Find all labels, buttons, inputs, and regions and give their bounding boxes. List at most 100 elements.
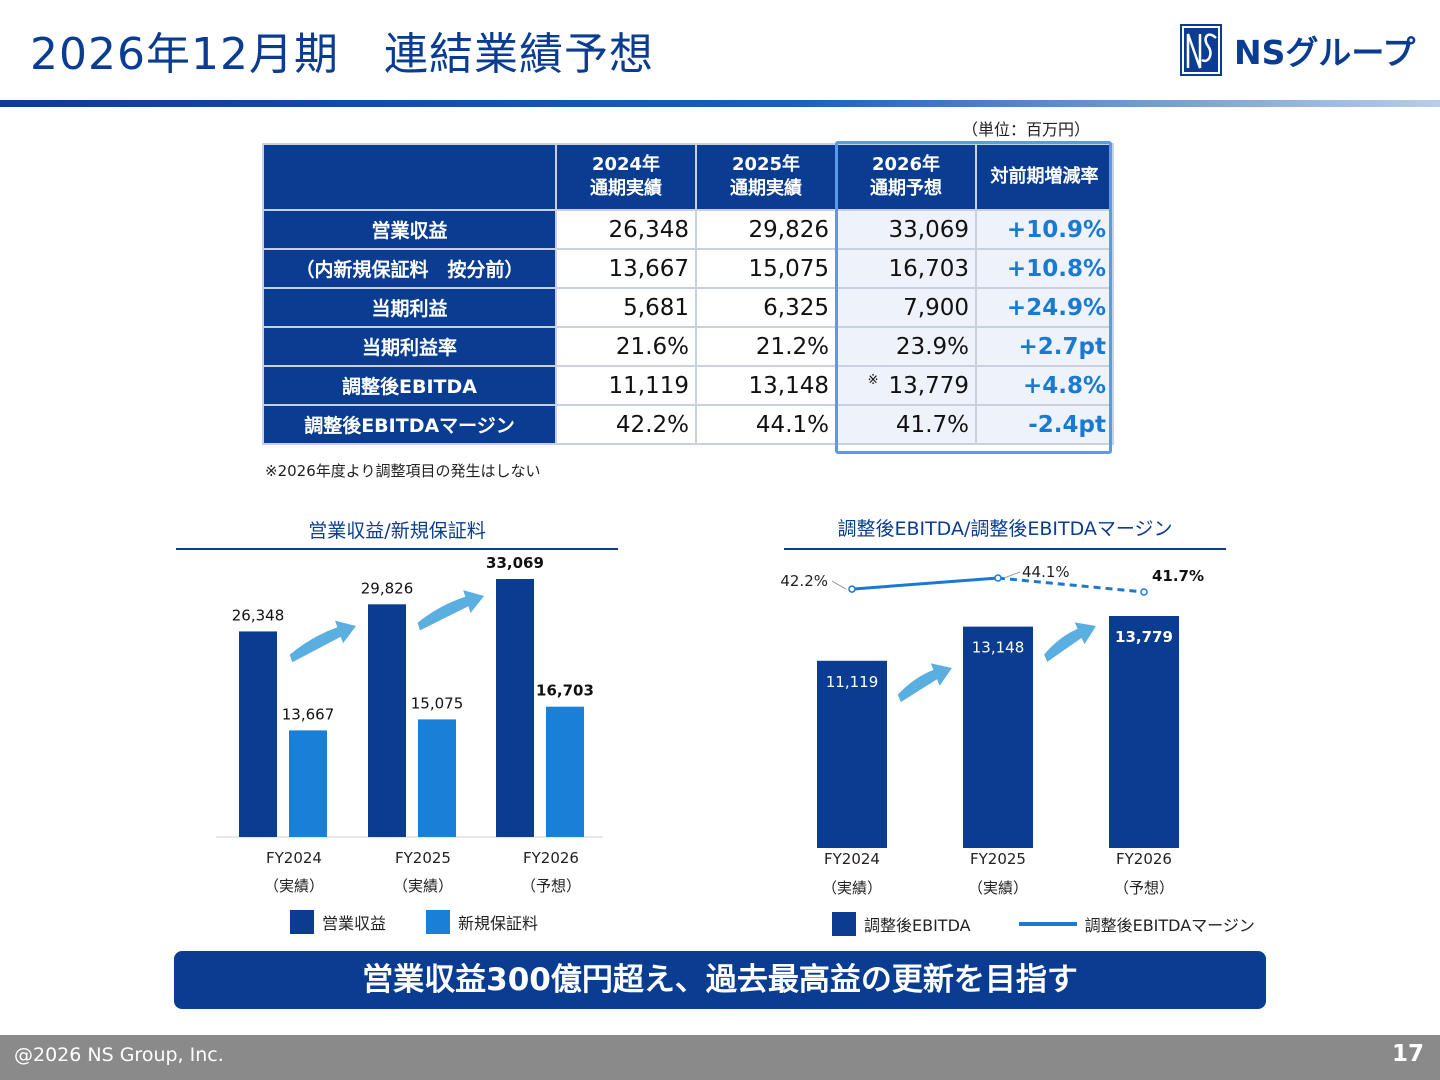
row-label: 営業収益 <box>262 209 557 250</box>
data-label-guarantee: 16,703 <box>536 682 594 700</box>
copyright: @2026 NS Group, Inc. <box>14 1044 224 1066</box>
change-cell: +10.9% <box>975 209 1114 250</box>
legend-swatch-guarantee <box>426 910 451 934</box>
bar-ebitda <box>817 660 887 848</box>
change-cell: +2.7pt <box>975 326 1114 367</box>
row-label: 調整後EBITDAマージン <box>262 404 557 445</box>
legend-label-revenue: 営業収益 <box>322 914 387 933</box>
bar-revenue <box>368 604 406 837</box>
financial-table: 2024年 通期実績 2025年 通期実績 2026年 通期予想 対前期増減率 営業収… <box>262 143 1114 445</box>
value-cell: 21.2% <box>695 326 837 367</box>
data-label-ebitda: 13,779 <box>1115 628 1173 646</box>
legend-label-margin: 調整後EBITDAマージン <box>1084 916 1255 935</box>
value-cell: 29,826 <box>695 209 837 250</box>
value-cell: 6,325 <box>695 287 837 328</box>
forecast-cell: ※ 13,779 <box>835 365 977 406</box>
value-cell: 21.6% <box>555 326 697 367</box>
table-row: 当期利益 5,681 6,325 7,900 +24.9% <box>262 287 1114 328</box>
value-cell: 44.1% <box>695 404 837 445</box>
table-row: （内新規保証料 按分前） 13,667 15,075 16,703 +10.8% <box>262 248 1114 289</box>
revenue-chart: 26,348 13,667 FY2024 （実績） 29,826 15,075 FY2025… <box>216 554 603 895</box>
category-sublabel: （実績） <box>822 879 882 897</box>
table-row: 調整後EBITDA 11,119 13,148 ※ 13,779 +4.8% <box>262 365 1114 406</box>
chart1-title-rule <box>176 548 618 550</box>
value-cell: 13,667 <box>555 248 697 289</box>
forecast-cell: 33,069 <box>835 209 977 250</box>
growth-arrow-icon <box>289 620 356 663</box>
growth-arrow-icon <box>1044 622 1096 662</box>
value-cell: 42.2% <box>555 404 697 445</box>
logo-mark-icon <box>1180 24 1222 76</box>
table-row: 営業収益 26,348 29,826 33,069 +10.9% <box>262 209 1114 250</box>
data-label-revenue: 26,348 <box>232 606 285 624</box>
margin-point <box>994 574 1002 582</box>
category-label: FY2024 <box>266 849 322 867</box>
bar-revenue <box>496 579 534 837</box>
data-label-guarantee: 13,667 <box>282 705 335 723</box>
change-cell: -2.4pt <box>975 404 1114 445</box>
chart2-legend: 調整後EBITDA 調整後EBITDAマージン <box>832 912 1255 936</box>
bar-revenue <box>239 631 277 837</box>
ebitda-chart: 11,119 FY2024 （実績） 13,148 FY2025 （実績） 13,779 FY… <box>780 563 1204 897</box>
data-label-guarantee: 15,075 <box>411 694 464 712</box>
table-row: 調整後EBITDAマージン 42.2% 44.1% 41.7% -2.4pt <box>262 404 1114 445</box>
forecast-cell: 7,900 <box>835 287 977 328</box>
table-row: 当期利益率 21.6% 21.2% 23.9% +2.7pt <box>262 326 1114 367</box>
chart1-title: 営業収益/新規保証料 <box>308 520 486 542</box>
category-label: FY2025 <box>395 849 451 867</box>
change-cell: +10.8% <box>975 248 1114 289</box>
column-header: 対前期増減率 <box>975 143 1114 211</box>
legend-label-guarantee: 新規保証料 <box>458 914 539 933</box>
data-label-ebitda: 11,119 <box>826 673 879 691</box>
data-label-margin: 41.7% <box>1152 567 1204 585</box>
table-corner-cell <box>262 143 557 211</box>
change-cell: +4.8% <box>975 365 1114 406</box>
table-header-row: 2024年 通期実績 2025年 通期実績 2026年 通期予想 対前期増減率 <box>262 143 1114 211</box>
growth-arrow-icon <box>897 663 952 703</box>
company-logo: NSグループ <box>1180 22 1415 78</box>
value-cell: 11,119 <box>555 365 697 406</box>
forecast-value: 13,779 <box>888 372 969 399</box>
forecast-cell: 23.9% <box>835 326 977 367</box>
category-sublabel: （実績） <box>393 877 453 895</box>
chart2-title-rule <box>784 548 1226 550</box>
bar-guarantee <box>546 706 584 837</box>
category-label: FY2026 <box>1116 850 1172 868</box>
category-sublabel: （予想） <box>521 877 581 895</box>
column-header: 2024年 通期実績 <box>555 143 697 211</box>
row-label: 当期利益 <box>262 287 557 328</box>
forecast-cell: 16,703 <box>835 248 977 289</box>
table-footnote: ※2026年度より調整項目の発生はしない <box>265 462 541 480</box>
bar-guarantee <box>289 730 327 837</box>
data-label-margin: 44.1% <box>1022 563 1070 581</box>
data-label-ebitda: 13,148 <box>972 639 1025 657</box>
note-mark: ※ <box>867 372 879 388</box>
legend-swatch-ebitda <box>832 912 856 936</box>
data-label-revenue: 33,069 <box>486 554 544 572</box>
message-banner: 営業収益300億円超え、過去最高益の更新を目指す <box>174 951 1266 1009</box>
category-sublabel: （実績） <box>968 879 1028 897</box>
header-rule <box>0 100 1440 107</box>
category-label: FY2024 <box>824 850 880 868</box>
value-cell: 5,681 <box>555 287 697 328</box>
column-header: 2025年 通期実績 <box>695 143 837 211</box>
data-label-revenue: 29,826 <box>361 579 414 597</box>
legend-label-ebitda: 調整後EBITDA <box>864 916 971 935</box>
page-title: 2026年12月期 連結業績予想 <box>30 29 654 80</box>
category-label: FY2026 <box>523 849 579 867</box>
bar-ebitda <box>1109 616 1179 848</box>
margin-point <box>1140 588 1148 596</box>
category-sublabel: （実績） <box>264 877 324 895</box>
chart1-legend: 営業収益 新規保証料 <box>290 910 538 934</box>
page-number: 17 <box>1391 1041 1424 1067</box>
category-sublabel: （予想） <box>1114 879 1174 897</box>
row-label: 調整後EBITDA <box>262 365 557 406</box>
logo-text: NSグループ <box>1234 33 1416 72</box>
row-label: （内新規保証料 按分前） <box>262 248 557 289</box>
label-leader <box>831 580 847 590</box>
footer-bar: @2026 NS Group, Inc. 17 <box>0 1035 1440 1080</box>
chart2-title: 調整後EBITDA/調整後EBITDAマージン <box>837 518 1173 540</box>
value-cell: 26,348 <box>555 209 697 250</box>
bar-guarantee <box>418 719 456 837</box>
legend-swatch-revenue <box>290 910 314 934</box>
